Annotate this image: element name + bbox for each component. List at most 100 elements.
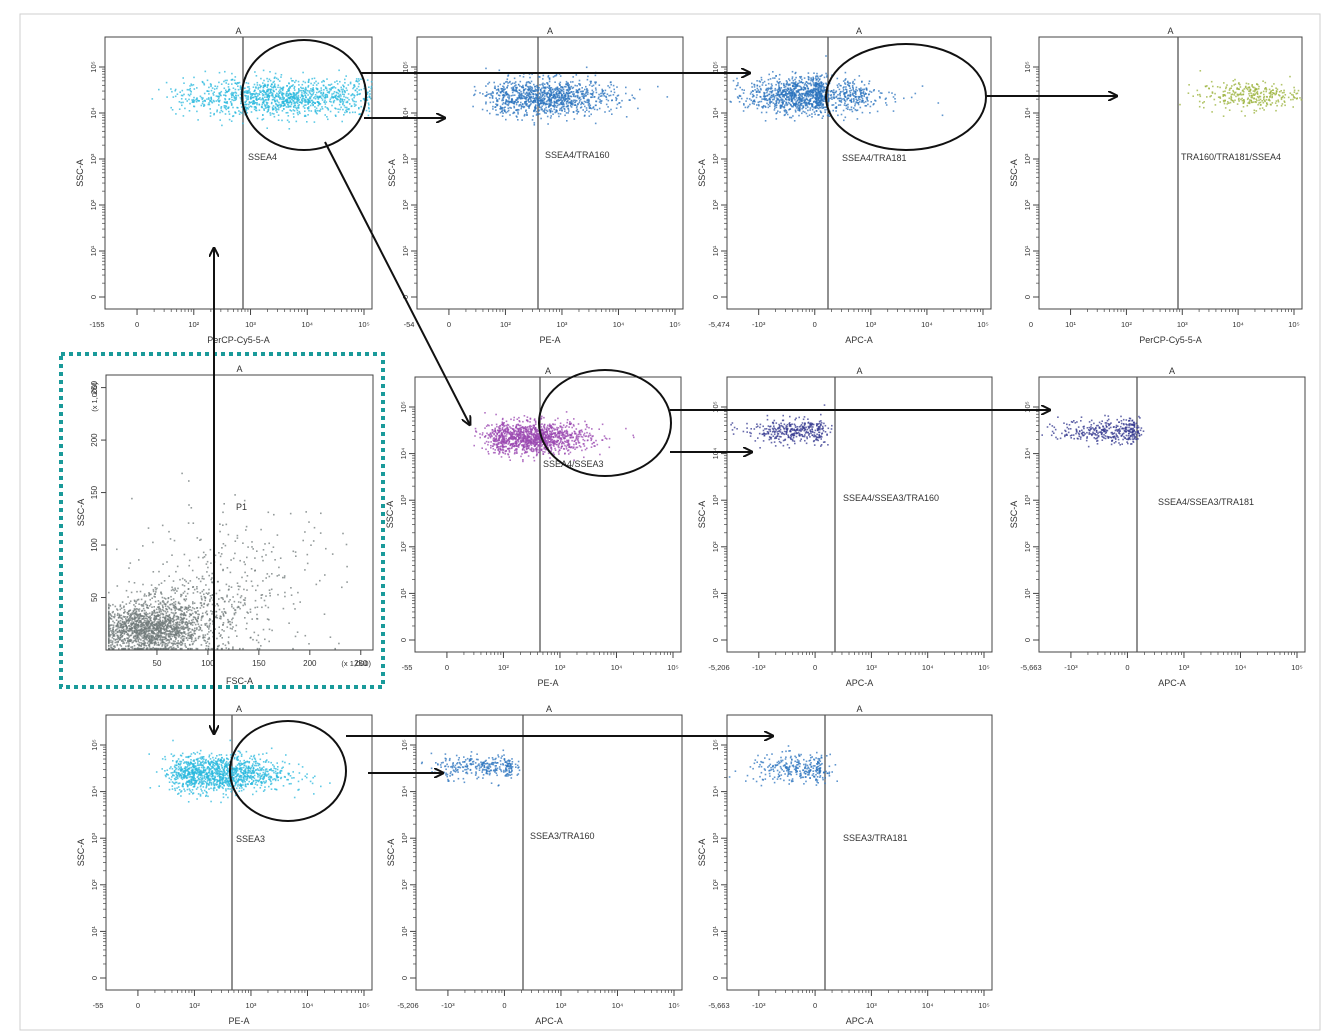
event-dot	[261, 98, 264, 100]
event-dot	[279, 98, 281, 100]
event-dot	[817, 91, 820, 93]
event-dot	[248, 106, 250, 108]
event-dot	[289, 99, 291, 102]
event-dot	[491, 96, 494, 98]
event-dot	[866, 98, 868, 101]
event-dot	[637, 107, 639, 110]
top-label: A	[1167, 26, 1173, 36]
event-dot	[327, 84, 330, 86]
event-dot	[544, 108, 546, 110]
event-dot	[590, 113, 592, 116]
event-dot	[615, 99, 617, 102]
event-dot	[811, 108, 814, 111]
event-dot	[230, 120, 233, 122]
event-dot	[261, 103, 264, 106]
event-dot	[1300, 99, 1303, 101]
event-dot	[336, 91, 338, 94]
event-dot	[577, 103, 579, 106]
event-dot	[296, 99, 299, 101]
event-dot	[607, 106, 609, 108]
event-dot	[1247, 83, 1250, 85]
event-dot	[569, 105, 572, 107]
event-dot	[286, 91, 288, 93]
event-dot	[527, 81, 530, 83]
event-dot	[522, 103, 524, 105]
event-dot	[852, 87, 854, 89]
event-dot	[567, 107, 569, 110]
event-dot	[741, 88, 743, 91]
event-dot	[108, 622, 110, 625]
event-dot	[824, 86, 826, 89]
event-dot	[524, 101, 526, 103]
event-dot	[827, 104, 829, 106]
event-dot	[216, 85, 219, 88]
event-dot	[773, 98, 775, 101]
event-dot	[843, 98, 845, 100]
event-dot	[317, 91, 320, 93]
event-dot	[133, 604, 135, 606]
event-dot	[558, 88, 561, 90]
event-dot	[857, 95, 859, 98]
event-dot	[551, 89, 553, 91]
event-dot	[245, 100, 247, 102]
event-dot	[137, 633, 140, 636]
event-dot	[822, 106, 825, 109]
event-dot	[141, 605, 143, 607]
event-dot	[316, 95, 318, 98]
event-dot	[1275, 90, 1278, 92]
event-dot	[1263, 96, 1265, 99]
event-dot	[1276, 104, 1278, 107]
event-dot	[807, 95, 810, 98]
event-dot	[305, 88, 307, 90]
event-dot	[806, 104, 808, 107]
event-dot	[825, 55, 827, 57]
event-dot	[554, 89, 557, 91]
event-dot	[163, 601, 165, 604]
event-dot	[799, 101, 801, 104]
event-dot	[1251, 85, 1253, 87]
event-dot	[1240, 98, 1242, 101]
event-dot	[1280, 105, 1283, 107]
event-dot	[159, 636, 161, 639]
event-dot	[225, 95, 227, 97]
event-dot	[319, 95, 322, 98]
event-dot	[287, 96, 289, 99]
event-dot	[133, 639, 135, 642]
event-dot	[218, 81, 220, 84]
event-dot	[530, 88, 533, 91]
event-dot	[318, 110, 320, 112]
event-dot	[337, 111, 340, 113]
event-dot	[586, 88, 588, 90]
event-dot	[785, 93, 788, 95]
event-dot	[1233, 94, 1236, 96]
event-dot	[778, 88, 780, 90]
event-dot	[854, 103, 857, 105]
event-dot	[133, 644, 136, 647]
event-dot	[809, 95, 812, 97]
event-dot	[840, 113, 843, 116]
event-dot	[281, 96, 284, 99]
event-dot	[501, 99, 503, 102]
event-dot	[767, 87, 770, 89]
event-dot	[560, 89, 563, 92]
event-dot	[1292, 106, 1294, 108]
event-dot	[1232, 80, 1235, 82]
event-dot	[501, 107, 503, 110]
event-dot	[344, 78, 346, 81]
event-dot	[488, 81, 491, 84]
event-dot	[206, 626, 209, 628]
event-dot	[815, 93, 817, 96]
event-dot	[587, 75, 589, 78]
event-dot	[746, 106, 749, 109]
event-dot	[517, 108, 519, 111]
event-dot	[827, 114, 830, 116]
event-dot	[187, 632, 189, 635]
event-dot	[223, 105, 226, 107]
event-dot	[184, 643, 186, 645]
event-dot	[355, 104, 357, 106]
event-dot	[333, 86, 335, 88]
event-dot	[775, 101, 778, 103]
event-dot	[520, 101, 522, 104]
event-dot	[366, 93, 369, 96]
event-dot	[535, 114, 538, 116]
